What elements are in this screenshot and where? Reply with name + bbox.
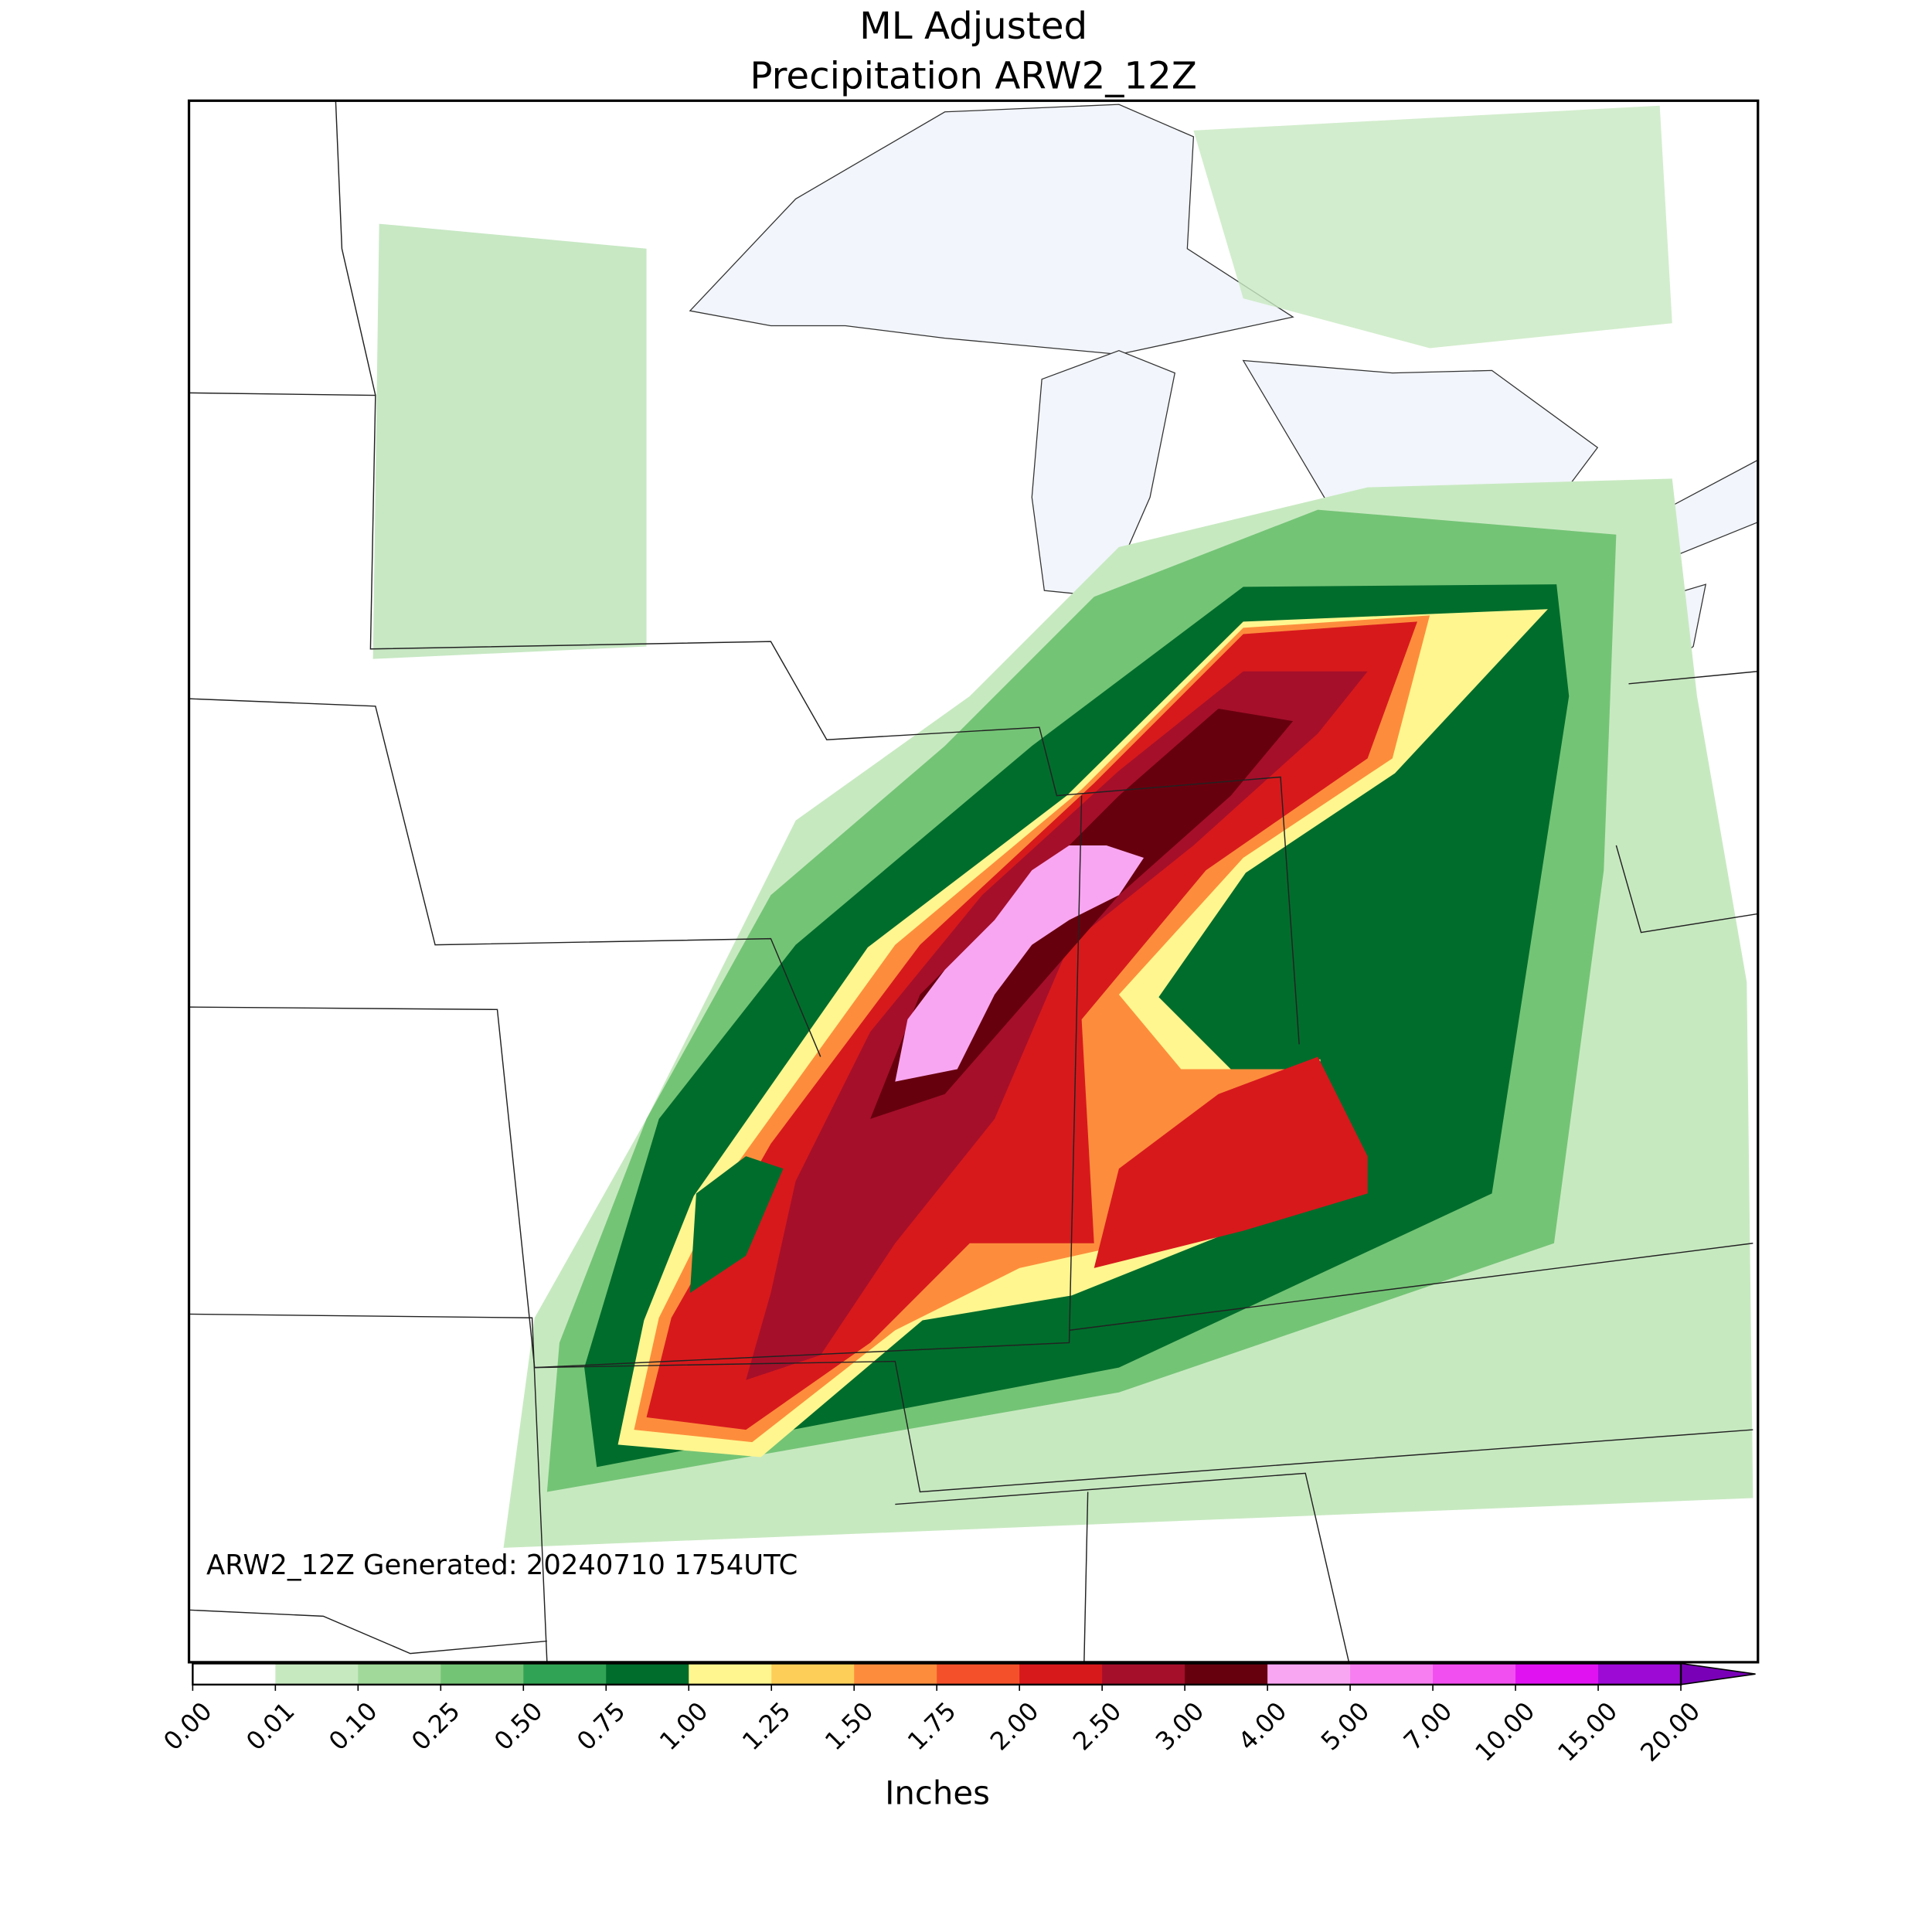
colorbar-swatch	[440, 1663, 525, 1685]
colorbar-tick-label: 4.00	[1233, 1696, 1293, 1757]
colorbar-swatch	[606, 1663, 690, 1685]
map-frame	[187, 99, 1760, 1664]
colorbar-tick-label: 10.00	[1469, 1696, 1540, 1767]
borders	[189, 100, 1758, 1662]
colorbar-swatch	[937, 1663, 1020, 1685]
colorbar-tick-label: 5.00	[1315, 1696, 1376, 1757]
colorbar-swatch	[1185, 1663, 1268, 1685]
precipitation	[372, 105, 1753, 1548]
colorbar-tick-label: 0.01	[240, 1696, 301, 1757]
colorbar-extension	[1680, 1662, 1756, 1685]
colorbar-tick-label: 2.50	[1067, 1696, 1128, 1757]
title: ML Adjusted	[859, 5, 1087, 48]
colorbar-tick-label: 0.10	[323, 1696, 383, 1757]
colorbar-swatch	[854, 1663, 937, 1685]
colorbar-swatch	[1102, 1663, 1185, 1685]
colorbar-tick-label: 0.25	[406, 1696, 466, 1757]
colorbar-swatch	[275, 1663, 359, 1685]
map: ARW2_12Z Generated: 20240710 1754UTC	[187, 99, 1760, 1664]
colorbar-tick-label: 7.00	[1398, 1696, 1458, 1757]
colorbar-swatch	[1515, 1663, 1599, 1685]
colorbar-swatch	[1019, 1663, 1103, 1685]
colorbar-swatch	[1267, 1663, 1351, 1685]
colorbar-swatch	[1433, 1663, 1516, 1685]
colorbar-tick-label: 15.00	[1552, 1696, 1623, 1767]
colorbar-swatch	[358, 1663, 442, 1685]
colorbar-tick-label: 0.50	[488, 1696, 549, 1757]
colorbar-swatch	[689, 1663, 773, 1685]
colorbar-swatch	[523, 1663, 607, 1685]
colorbar-label: Inches	[885, 1774, 990, 1812]
colorbar-tick-label: 3.00	[1150, 1696, 1210, 1757]
colorbar-swatch	[1598, 1663, 1682, 1685]
colorbar: 0.00 0.01 0.10 0.25 0.50 0.75 1.00 1.25 1.50 1.75…	[158, 1662, 1756, 1767]
colorbar-tick-label: 2.00	[985, 1696, 1045, 1757]
colorbar-swatch	[771, 1663, 855, 1685]
colorbar-tick-label: 0.75	[571, 1696, 631, 1757]
colorbar-tick-label: 1.00	[654, 1696, 714, 1757]
annotation: ARW2_12Z Generated: 20240710 1754UTC	[206, 1549, 798, 1581]
colorbar-tick-label: 1.75	[902, 1696, 962, 1757]
colorbar-tick-label: 1.25	[736, 1696, 797, 1757]
colorbar-tick-label: 20.00	[1634, 1696, 1706, 1767]
subtitle: Precipitation ARW2_12Z	[750, 54, 1196, 97]
colorbar-tick-label: 0.00	[158, 1696, 218, 1757]
colorbar-swatch	[192, 1663, 277, 1685]
colorbar-swatch	[1350, 1663, 1434, 1685]
colorbar-tick-label: 1.50	[819, 1696, 879, 1757]
